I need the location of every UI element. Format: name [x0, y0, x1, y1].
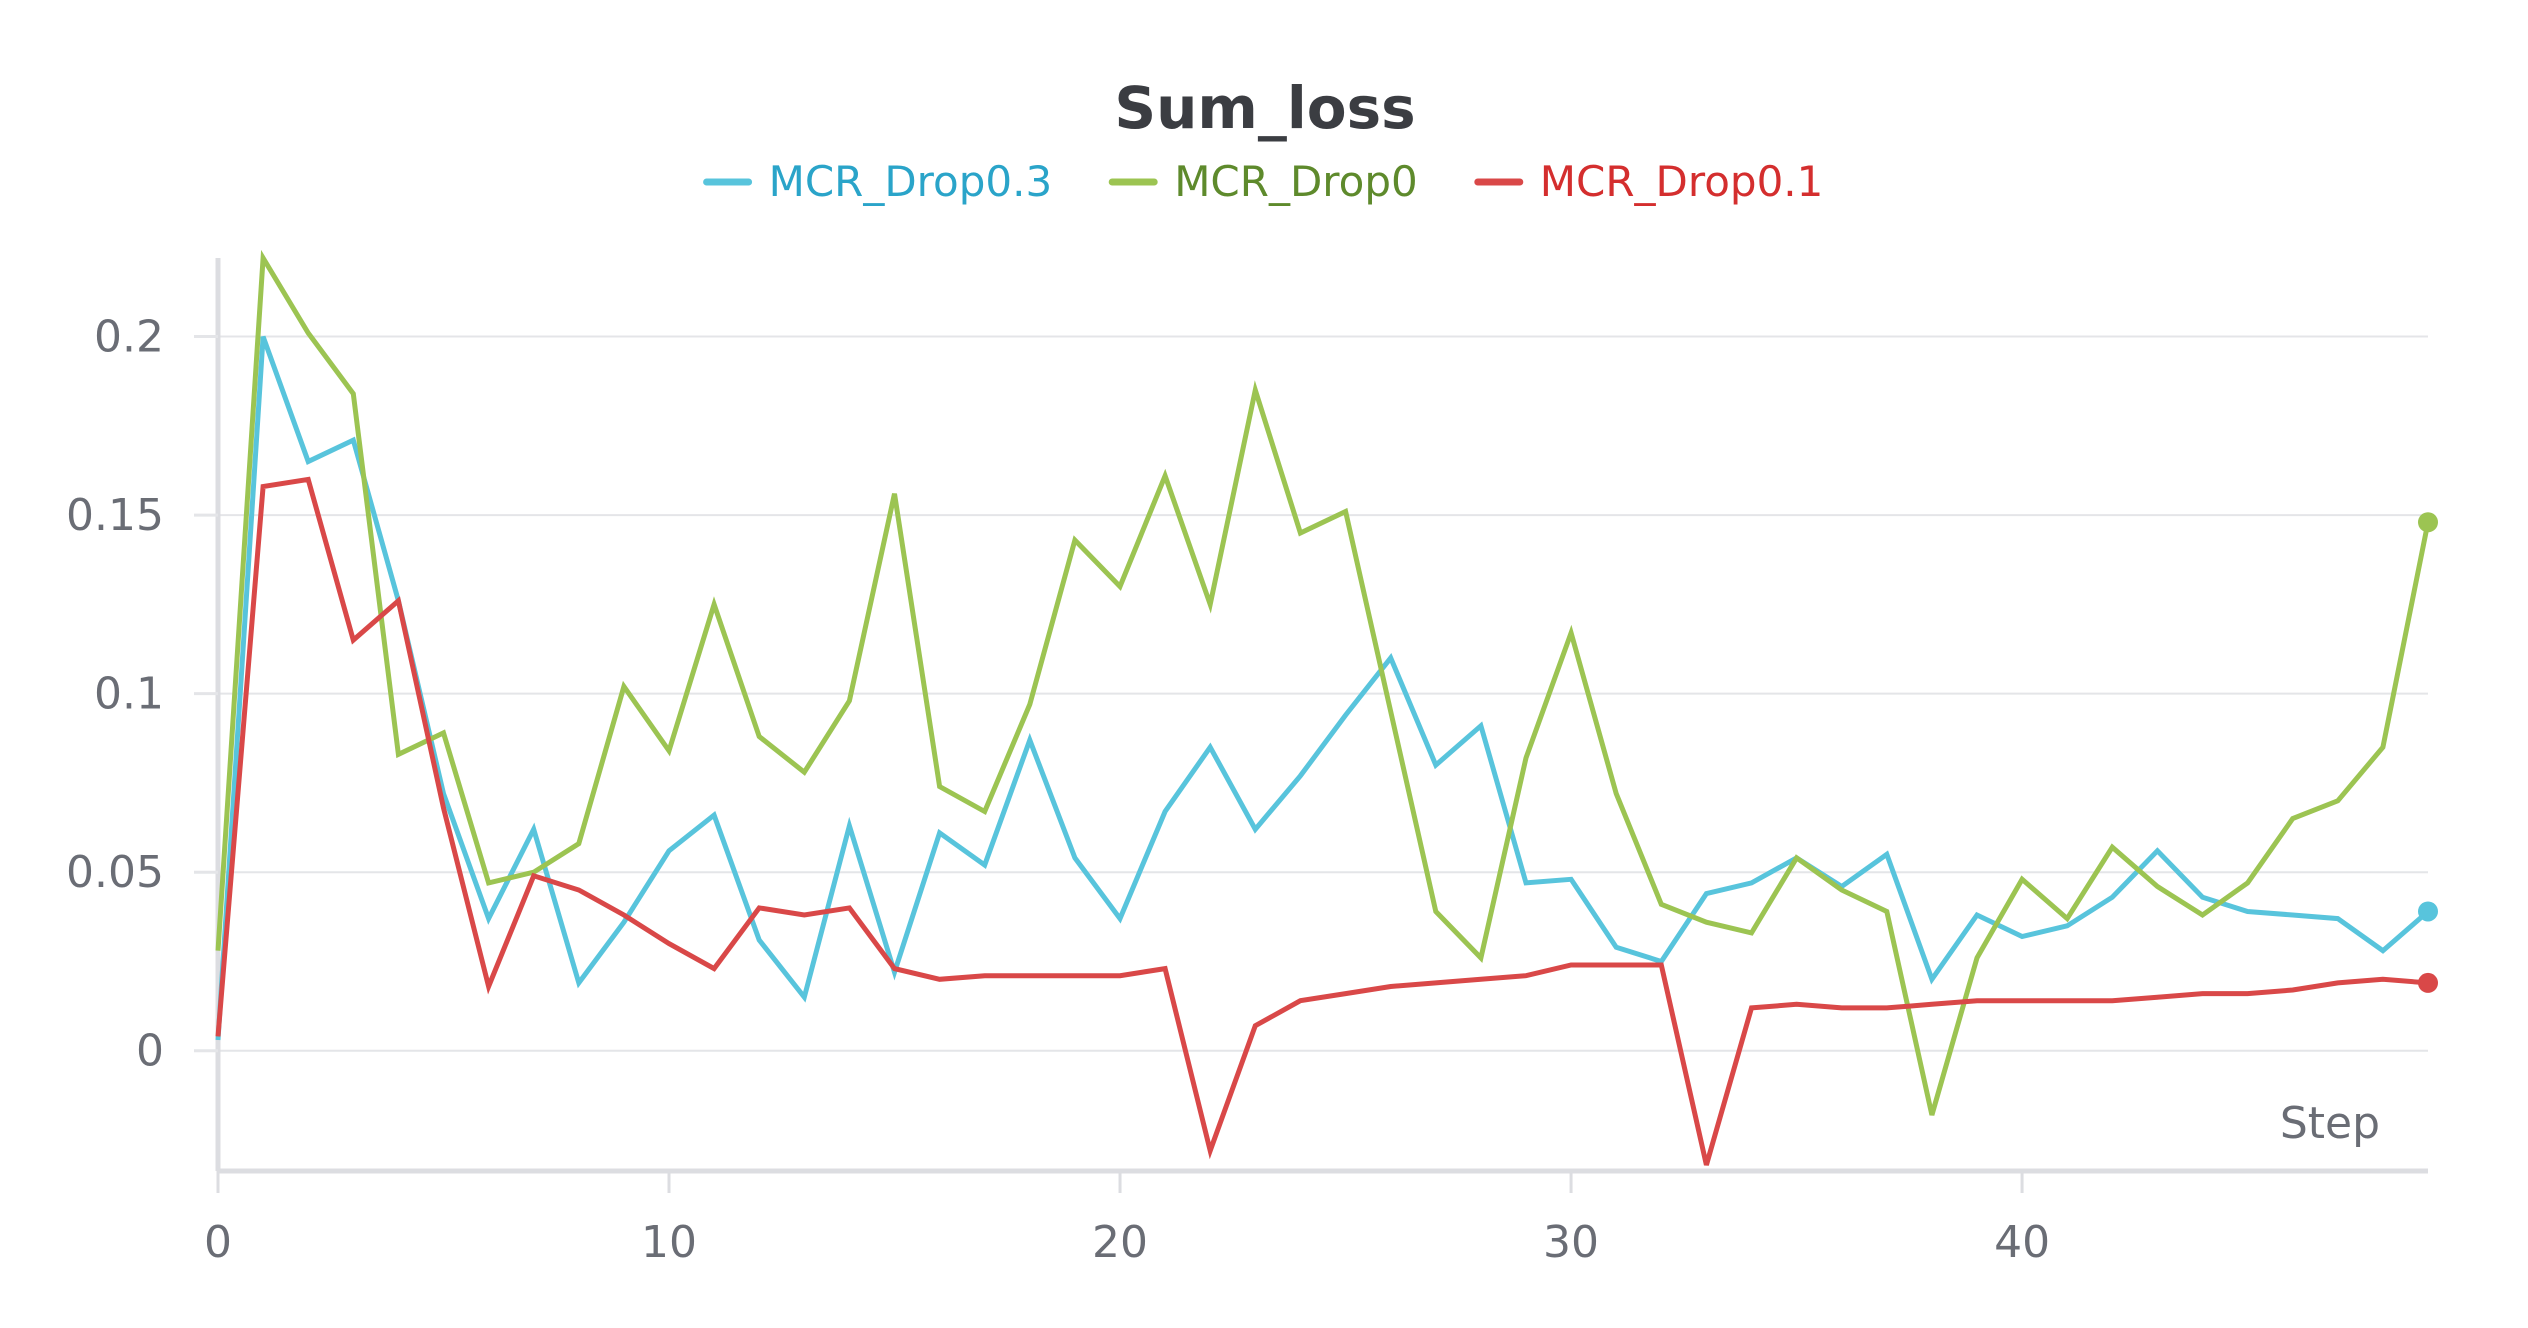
y-tick-label-3: 0.15 [66, 490, 164, 541]
legend-label-1: MCR_Drop0 [1174, 157, 1418, 206]
y-tick-label-4: 0.2 [94, 312, 164, 363]
legend-label-2: MCR_Drop0.1 [1540, 157, 1824, 206]
legend-item-2[interactable]: MCR_Drop0.1 [1474, 157, 1824, 206]
y-tick-label-1: 0.05 [66, 847, 164, 898]
axes [215, 258, 2428, 1174]
y-axis-ticks: 0 0.05 0.1 0.15 0.2 [66, 312, 218, 1077]
series-line-2 [215, 476, 2429, 1166]
x-axis-ticks: 0 10 20 30 40 [204, 1171, 2050, 1268]
x-axis-label: Step [2280, 1098, 2380, 1149]
y-tick-label-2: 0.1 [94, 669, 164, 720]
series-line-0 [215, 335, 2430, 1041]
legend-label-0: MCR_Drop0.3 [769, 157, 1053, 206]
series-end-marker-0 [2418, 901, 2438, 922]
series-end-marker-2 [2418, 972, 2438, 993]
x-tick-label-4: 40 [1994, 1217, 2050, 1268]
x-tick-label-3: 30 [1543, 1217, 1599, 1268]
x-tick-label-0: 0 [204, 1217, 232, 1268]
series-line-1 [215, 249, 2431, 1116]
legend-item-1[interactable]: MCR_Drop0 [1108, 157, 1418, 206]
x-tick-label-1: 10 [641, 1217, 697, 1268]
end-markers [2418, 512, 2438, 993]
series-end-marker-1 [2418, 512, 2438, 533]
x-tick-label-2: 20 [1092, 1217, 1148, 1268]
chart-title: Sum_loss [1114, 74, 1415, 142]
series-lines [215, 249, 2431, 1166]
y-tick-label-0: 0 [136, 1026, 164, 1077]
legend-item-0[interactable]: MCR_Drop0.3 [703, 157, 1053, 206]
grid-lines [218, 335, 2428, 1052]
legend[interactable]: MCR_Drop0.3 MCR_Drop0 MCR_Drop0.1 [703, 157, 1824, 206]
